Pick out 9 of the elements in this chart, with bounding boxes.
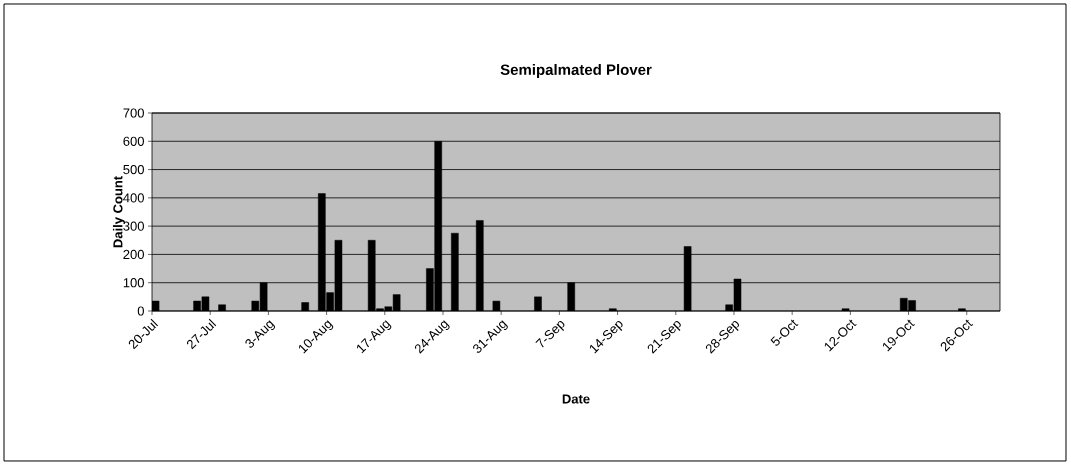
y-tick-label: 500 (123, 164, 144, 175)
y-tick-label: 300 (123, 221, 144, 231)
x-axis-title: Date (562, 394, 590, 404)
y-tick-label: 0 (137, 306, 144, 316)
y-tick-label: 700 (123, 108, 144, 118)
y-tick-label: 200 (123, 249, 144, 260)
y-tick-label: 100 (123, 278, 144, 288)
chart-title: Semipalmated Plover (500, 64, 652, 78)
y-tick-label: 600 (123, 136, 144, 146)
